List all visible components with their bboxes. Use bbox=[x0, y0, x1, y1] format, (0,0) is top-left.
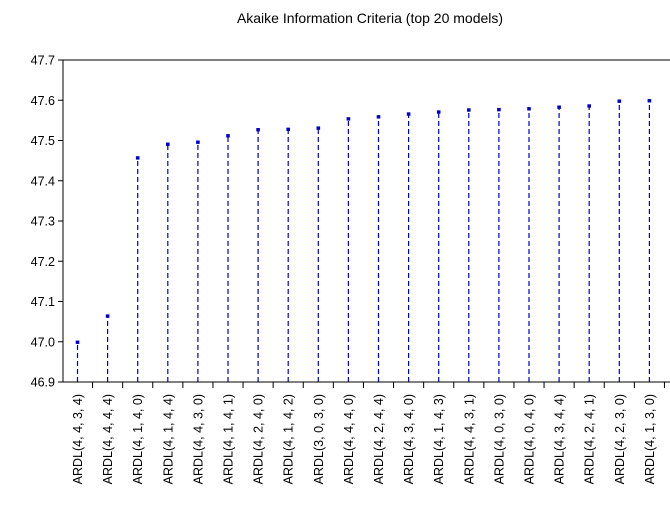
x-category-label: ARDL(4, 2, 4, 1) bbox=[583, 394, 597, 484]
y-axis-ticks: 46.9 47.0 47.1 47.2 47.3 47.4 47.5 47.6 47.7 bbox=[31, 54, 63, 390]
data-point bbox=[75, 340, 80, 382]
data-point bbox=[286, 127, 290, 382]
point-marker bbox=[467, 108, 471, 112]
x-category-label: ARDL(4, 1, 3, 0) bbox=[643, 394, 657, 484]
x-category-label: ARDL(4, 1, 4, 1) bbox=[222, 394, 236, 484]
y-tick-label: 47.3 bbox=[31, 215, 55, 229]
x-category-label: ARDL(4, 1, 4, 0) bbox=[131, 394, 145, 484]
point-marker bbox=[226, 134, 230, 138]
point-marker bbox=[166, 142, 170, 146]
point-marker bbox=[316, 126, 321, 130]
x-category-label: ARDL(4, 2, 4, 0) bbox=[252, 394, 266, 484]
x-category-label: ARDL(4, 3, 4, 0) bbox=[402, 394, 416, 484]
x-category-label: ARDL(4, 4, 3, 1) bbox=[462, 394, 476, 484]
x-category-label: ARDL(4, 4, 4, 0) bbox=[342, 394, 356, 484]
y-tick-label: 47.6 bbox=[31, 94, 55, 108]
point-marker bbox=[527, 107, 531, 111]
point-marker bbox=[286, 127, 290, 132]
point-marker bbox=[617, 99, 622, 103]
point-marker bbox=[346, 117, 351, 121]
x-category-label: ARDL(4, 0, 3, 0) bbox=[492, 394, 506, 484]
point-marker bbox=[105, 314, 110, 318]
data-point bbox=[105, 314, 110, 382]
data-point bbox=[256, 128, 260, 382]
data-point bbox=[226, 134, 230, 382]
point-marker bbox=[256, 128, 260, 132]
data-point bbox=[196, 140, 200, 382]
point-marker bbox=[376, 115, 381, 119]
data-point bbox=[557, 105, 561, 382]
y-tick-label: 47.0 bbox=[31, 335, 55, 349]
x-category-label: ARDL(4, 4, 4, 4) bbox=[101, 394, 115, 484]
point-marker bbox=[557, 105, 561, 109]
point-marker bbox=[406, 112, 411, 116]
data-point bbox=[527, 107, 531, 382]
data-point bbox=[135, 156, 140, 382]
plot-frame bbox=[62, 59, 670, 383]
point-marker bbox=[587, 104, 591, 108]
y-tick-label: 47.2 bbox=[31, 255, 55, 269]
x-category-label: ARDL(4, 1, 4, 4) bbox=[161, 394, 175, 484]
point-marker bbox=[647, 99, 652, 103]
chart-title: Akaike Information Criteria (top 20 mode… bbox=[236, 10, 504, 26]
x-category-label: ARDL(4, 0, 4, 0) bbox=[523, 394, 537, 484]
series-droplines bbox=[75, 99, 652, 382]
x-axis-category-labels: ARDL(4, 4, 3, 4) ARDL(4, 4, 4, 4) ARDL(4, … bbox=[71, 394, 657, 484]
x-category-label: ARDL(4, 1, 4, 3) bbox=[432, 394, 446, 484]
data-point bbox=[376, 115, 381, 382]
point-marker bbox=[436, 110, 441, 114]
data-point bbox=[346, 117, 351, 382]
data-point bbox=[647, 99, 652, 382]
x-category-label: ARDL(4, 1, 4, 2) bbox=[282, 394, 296, 484]
y-tick-label: 47.4 bbox=[31, 174, 55, 188]
point-marker bbox=[75, 340, 80, 344]
y-tick-label: 47.1 bbox=[31, 295, 55, 309]
y-tick-label: 47.7 bbox=[31, 54, 55, 68]
x-category-label: ARDL(4, 2, 3, 0) bbox=[613, 394, 627, 484]
x-category-label: ARDL(3, 0, 3, 0) bbox=[312, 394, 326, 484]
data-point bbox=[587, 104, 591, 382]
point-marker bbox=[497, 107, 501, 112]
data-point bbox=[617, 99, 622, 382]
x-category-label: ARDL(4, 2, 4, 4) bbox=[372, 394, 386, 484]
data-point bbox=[467, 108, 471, 382]
data-point bbox=[166, 142, 170, 382]
point-marker bbox=[196, 140, 200, 144]
data-point bbox=[316, 126, 321, 382]
data-point bbox=[497, 107, 501, 382]
x-category-label: ARDL(4, 4, 3, 0) bbox=[191, 394, 205, 484]
y-tick-label: 46.9 bbox=[31, 376, 55, 390]
y-tick-label: 47.5 bbox=[31, 134, 55, 148]
x-axis-ticks bbox=[92, 382, 665, 388]
data-point bbox=[406, 112, 411, 382]
data-point bbox=[436, 110, 441, 382]
x-category-label: ARDL(4, 4, 3, 4) bbox=[71, 394, 85, 484]
x-category-label: ARDL(4, 3, 4, 4) bbox=[553, 394, 567, 484]
point-marker bbox=[135, 156, 140, 160]
